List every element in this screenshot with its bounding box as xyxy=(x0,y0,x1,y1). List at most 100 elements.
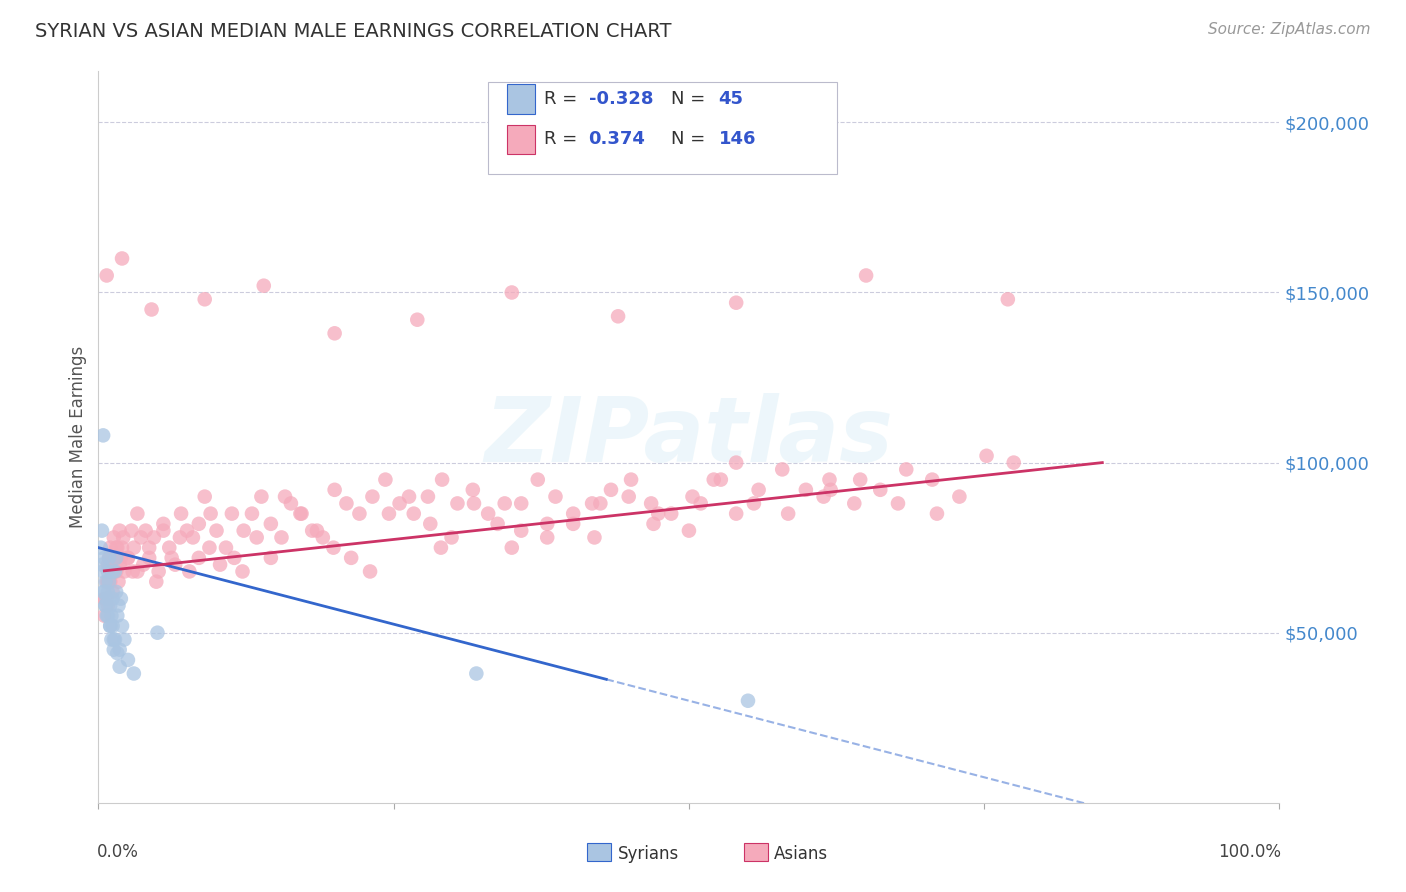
Text: 0.374: 0.374 xyxy=(589,130,645,148)
Point xyxy=(104,632,127,647)
Point xyxy=(224,550,246,565)
Point xyxy=(260,550,283,565)
Point xyxy=(98,550,121,565)
Point xyxy=(91,428,114,442)
Text: 100.0%: 100.0% xyxy=(1218,843,1281,861)
Point xyxy=(111,541,134,555)
Point xyxy=(232,524,254,538)
Point xyxy=(305,524,328,538)
Point xyxy=(98,619,121,633)
Point xyxy=(818,473,841,487)
Point xyxy=(179,565,201,579)
Point xyxy=(501,541,523,555)
Point xyxy=(581,496,603,510)
Point xyxy=(105,608,128,623)
Point xyxy=(742,496,765,510)
Point xyxy=(349,507,371,521)
Point xyxy=(855,268,877,283)
Point xyxy=(108,524,131,538)
Point xyxy=(737,694,759,708)
Point xyxy=(112,632,135,647)
Point xyxy=(643,516,665,531)
Point xyxy=(110,591,132,606)
Point xyxy=(101,565,124,579)
Point xyxy=(94,574,117,589)
Text: ZIPatlas: ZIPatlas xyxy=(485,393,893,481)
Point xyxy=(97,599,120,613)
Point xyxy=(477,507,499,521)
Point xyxy=(145,574,167,589)
Point xyxy=(194,490,217,504)
Point xyxy=(176,524,198,538)
Point xyxy=(135,524,157,538)
Point xyxy=(170,507,193,521)
Point xyxy=(98,599,121,613)
Point xyxy=(778,507,800,521)
Point xyxy=(146,625,169,640)
Text: 45: 45 xyxy=(718,90,744,108)
Point xyxy=(430,541,453,555)
Point xyxy=(100,632,122,647)
Point xyxy=(617,490,640,504)
Point xyxy=(301,524,323,538)
Point xyxy=(101,619,124,633)
Point xyxy=(97,585,120,599)
Text: N =: N = xyxy=(671,90,711,108)
Point xyxy=(748,483,770,497)
Point xyxy=(127,507,149,521)
FancyBboxPatch shape xyxy=(588,843,612,861)
Point xyxy=(97,558,120,572)
Point xyxy=(948,490,970,504)
Point xyxy=(725,295,748,310)
Point xyxy=(925,507,948,521)
Point xyxy=(91,565,114,579)
Point xyxy=(121,524,143,538)
Point xyxy=(93,585,115,599)
Point xyxy=(96,574,118,589)
Point xyxy=(98,619,121,633)
Point xyxy=(105,550,128,565)
Point xyxy=(181,531,204,545)
Point xyxy=(589,496,612,510)
Point xyxy=(107,599,129,613)
Point xyxy=(378,507,401,521)
Point xyxy=(536,516,558,531)
Point xyxy=(280,496,302,510)
Point xyxy=(96,268,118,283)
Point xyxy=(323,326,346,341)
Point xyxy=(844,496,866,510)
Point xyxy=(111,619,134,633)
Point xyxy=(97,565,120,579)
Point xyxy=(416,490,439,504)
Text: -0.328: -0.328 xyxy=(589,90,652,108)
Point xyxy=(90,541,112,555)
Point xyxy=(600,483,623,497)
Point xyxy=(141,302,163,317)
Point xyxy=(820,483,842,497)
Point xyxy=(510,496,533,510)
Point xyxy=(896,462,918,476)
Point xyxy=(246,531,269,545)
Point xyxy=(129,531,152,545)
Point xyxy=(215,541,238,555)
Point xyxy=(104,550,127,565)
Point xyxy=(107,574,129,589)
Point xyxy=(117,653,139,667)
Point xyxy=(152,516,174,531)
Point xyxy=(138,541,160,555)
Point xyxy=(322,541,344,555)
Point xyxy=(794,483,817,497)
Text: Syrians: Syrians xyxy=(619,845,679,863)
Point xyxy=(101,591,124,606)
Text: 0.0%: 0.0% xyxy=(97,843,139,861)
Point xyxy=(157,541,180,555)
Point xyxy=(562,507,585,521)
Point xyxy=(103,632,125,647)
Point xyxy=(98,574,121,589)
Point xyxy=(105,541,128,555)
Point xyxy=(849,473,872,487)
Point xyxy=(486,516,509,531)
Point xyxy=(544,490,567,504)
Point xyxy=(110,550,132,565)
Point xyxy=(200,507,222,521)
